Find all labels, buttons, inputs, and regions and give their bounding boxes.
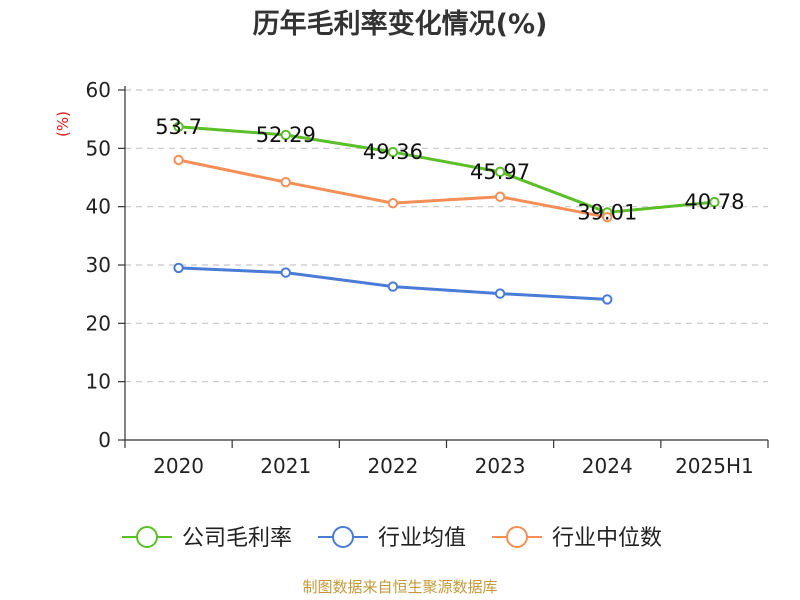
data-label: 52.29 [256,123,316,147]
data-label: 39.01 [577,200,637,224]
y-tick-label: 60 [86,78,111,102]
x-tick-label: 2025H1 [675,454,754,478]
x-tick-label: 2023 [475,454,526,478]
data-point[interactable] [173,262,184,274]
legend-label[interactable]: 行业中位数 [552,526,662,551]
y-tick-label: 50 [86,136,111,160]
y-tick-label: 0 [98,428,111,452]
data-label: 45.97 [470,160,530,184]
data-point[interactable] [494,191,506,202]
data-point[interactable] [602,211,613,223]
data-point[interactable] [280,176,291,188]
legend-marker [136,526,158,548]
legend-marker [332,526,354,548]
legend-marker [506,526,528,548]
legend-label[interactable]: 公司毛利率 [182,526,292,551]
x-tick-label: 2020 [153,454,204,478]
data-point[interactable] [173,154,184,166]
data-point[interactable] [387,146,399,158]
axes: 0 10 20 30 40 50 60 2020 2021 2022 2023 2024 2025H1 [86,78,769,478]
y-tick-label: 40 [86,195,111,219]
x-tick-label: 2024 [582,454,633,478]
chart-title: 历年毛利率变化情况(%) [253,8,548,40]
legend[interactable]: 公司毛利率 行业均值 行业中位数 [122,526,662,551]
source-note: 制图数据来自恒生聚源数据库 [302,578,497,596]
data-point[interactable] [494,166,506,178]
y-axis-unit: (%) [54,111,72,137]
data-labels: 53.7 52.29 49.36 45.97 39.01 40.78 [155,115,744,225]
data-label: 49.36 [363,140,423,164]
data-point[interactable] [494,288,506,299]
y-tick-label: 20 [86,311,111,335]
x-tick-label: 2021 [260,454,311,478]
data-point[interactable] [173,121,184,132]
data-point[interactable] [280,129,291,141]
gridlines [125,89,768,383]
data-point[interactable] [387,281,399,292]
data-label: 53.7 [155,115,202,139]
data-point[interactable] [709,196,720,208]
data-label: 40.78 [684,190,744,214]
y-tick-label: 30 [86,253,111,277]
data-point[interactable] [280,267,291,278]
y-tick-label: 10 [86,370,111,394]
series-line [178,125,715,214]
x-tick-label: 2022 [367,454,418,478]
legend-label[interactable]: 行业均值 [378,526,466,551]
series [173,121,720,305]
data-point[interactable] [602,294,613,305]
data-point[interactable] [387,197,399,209]
